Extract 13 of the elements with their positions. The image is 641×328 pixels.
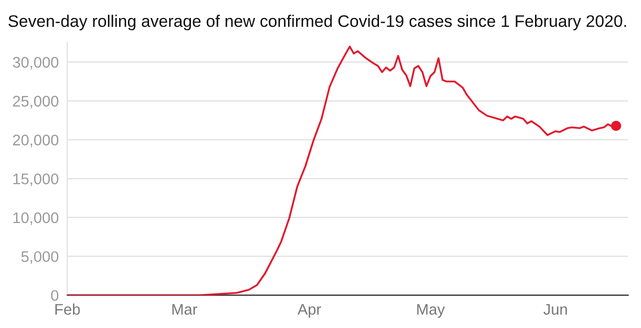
y-tick-label: 30,000 bbox=[12, 56, 58, 70]
x-tick-label: Apr bbox=[298, 304, 322, 318]
y-tick-label: 20,000 bbox=[13, 134, 58, 148]
x-tick-label: Feb bbox=[55, 304, 80, 315]
chart-title: Seven-day rolling average of new confirmed Covid-19 cases since 1 February 2020. bbox=[8, 14, 626, 30]
y-tick-label: 25,000 bbox=[13, 96, 58, 108]
y-tick-label: 0 bbox=[51, 290, 58, 301]
x-tick-label: May bbox=[417, 304, 445, 318]
x-tick-label: Mar bbox=[172, 304, 198, 315]
y-tick-label: 10,000 bbox=[13, 212, 58, 225]
y-tick-label: 15,000 bbox=[13, 174, 58, 186]
y-tick-label: 5,000 bbox=[21, 251, 58, 264]
x-tick-label: Jun bbox=[543, 304, 567, 315]
